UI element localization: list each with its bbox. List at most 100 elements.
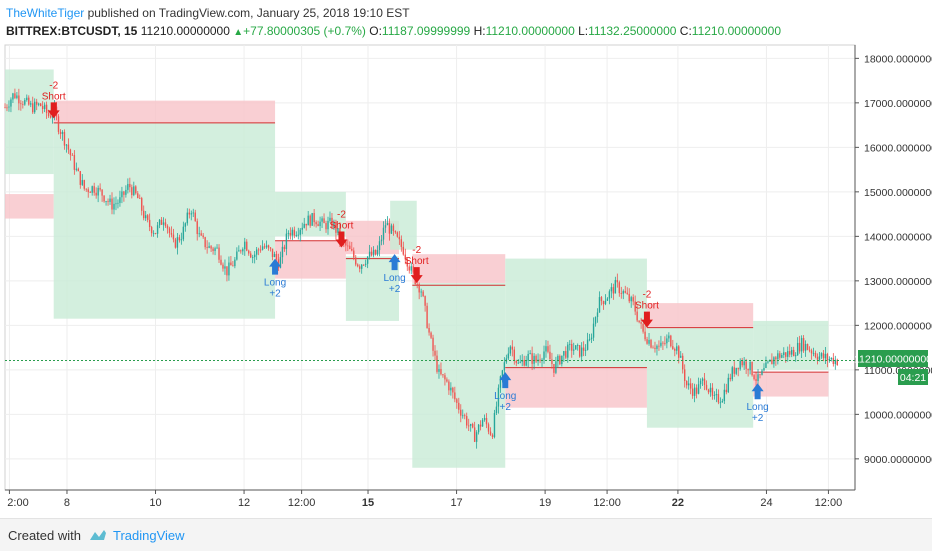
- candle-body: [184, 223, 187, 227]
- candle-body: [244, 241, 246, 250]
- candle-body: [103, 195, 105, 202]
- candle-body: [287, 232, 290, 234]
- candle-body: [263, 246, 266, 248]
- candle-body: [656, 345, 658, 349]
- long-arrow-icon: [269, 258, 282, 275]
- signal-short-qty: -2: [337, 209, 346, 220]
- candle-body: [781, 355, 783, 358]
- candle-body: [355, 257, 357, 265]
- candle-body: [41, 106, 44, 109]
- candle-body: [65, 144, 68, 146]
- candle-body: [200, 233, 202, 236]
- candle-body: [81, 180, 83, 185]
- price-chart[interactable]: -2ShortLong+2-2ShortLong+2-2ShortLong+2-…: [0, 0, 932, 518]
- candle-body: [390, 225, 393, 234]
- candle-body: [4, 107, 6, 109]
- candle-body: [63, 131, 66, 146]
- candle-body: [757, 374, 759, 381]
- candle-body: [127, 183, 129, 190]
- candle-body: [640, 322, 642, 324]
- candle-body: [440, 369, 442, 375]
- candle-body: [462, 415, 464, 417]
- signal-short-qty: -2: [49, 80, 58, 91]
- candle-body: [319, 221, 321, 227]
- candle-body: [632, 297, 634, 302]
- candle-body: [652, 347, 654, 349]
- candle-body: [156, 225, 159, 234]
- candle-body: [146, 215, 149, 220]
- candle-body: [345, 241, 347, 246]
- candle-body: [202, 235, 204, 238]
- countdown-box: [898, 369, 928, 385]
- candle-body: [406, 259, 408, 267]
- candle-body: [178, 237, 181, 241]
- footer-brand-link[interactable]: TradingView: [112, 527, 185, 543]
- candle-body: [438, 369, 440, 372]
- candle-body: [705, 384, 708, 390]
- candle-body: [210, 246, 212, 249]
- ohlc-line: BITTREX:BTCUSDT, 15 11210.00000000 ▲+77.…: [6, 23, 932, 39]
- tradingview-logo-icon[interactable]: [89, 529, 107, 541]
- signal-long-label: Long: [746, 402, 768, 413]
- candle-body: [212, 248, 214, 251]
- candle-body: [491, 434, 494, 438]
- candle-body: [250, 253, 252, 258]
- candle-body: [295, 235, 298, 236]
- candle-body: [469, 424, 472, 426]
- candle-body: [612, 287, 615, 294]
- candle-body: [650, 339, 652, 348]
- candle-body: [109, 198, 111, 202]
- candle-body: [483, 417, 486, 421]
- long-zone: [412, 283, 506, 468]
- candle-body: [569, 343, 571, 345]
- candle-body: [267, 245, 270, 248]
- author-link[interactable]: TheWhiteTiger: [6, 6, 85, 20]
- signals: -2ShortLong+2-2ShortLong+2-2ShortLong+2-…: [42, 80, 769, 424]
- candle-body: [812, 352, 815, 354]
- candle-body: [180, 239, 183, 241]
- candle-body: [610, 287, 613, 292]
- candle-body: [664, 343, 666, 344]
- candle-body: [359, 266, 361, 269]
- candle-body: [454, 392, 456, 400]
- candle-body: [713, 395, 716, 396]
- candle-body: [69, 149, 72, 155]
- candle-body: [301, 227, 303, 230]
- candle-body: [660, 342, 662, 346]
- y-axis[interactable]: [855, 45, 932, 490]
- candle-body: [571, 343, 573, 351]
- y-tick-label: 15000.00000000: [864, 187, 932, 199]
- candle-body: [561, 355, 563, 365]
- x-axis-ticks[interactable]: 2:00 8 10 12 12:00 15 17 19 12:00 22 24 12:00: [7, 490, 842, 509]
- candle-body: [269, 247, 272, 249]
- signal-long-label: Long: [494, 391, 516, 402]
- candle-body: [392, 225, 395, 232]
- candle-body: [539, 359, 541, 361]
- candle-body: [729, 377, 731, 380]
- candle-body: [384, 225, 387, 228]
- y-tick-label: 17000.00000000: [864, 98, 932, 110]
- candle-body: [646, 339, 648, 344]
- candle-body: [507, 353, 510, 359]
- candle-body: [531, 353, 533, 364]
- candle-body: [436, 355, 438, 372]
- candle-body: [224, 266, 226, 269]
- candle-body: [289, 232, 292, 236]
- candle-body: [824, 353, 827, 359]
- candle-body: [232, 265, 234, 267]
- candle-body: [148, 219, 151, 228]
- candle-body: [206, 247, 208, 248]
- candle-body: [644, 331, 646, 340]
- signal-short-label: Short: [635, 301, 659, 312]
- candle-body: [727, 377, 730, 393]
- candle-body: [755, 379, 757, 381]
- candle-body: [580, 347, 583, 357]
- price-label-value: 11210.00000000: [854, 354, 932, 366]
- candle-body: [448, 381, 450, 391]
- candle-body: [321, 218, 323, 222]
- symbol-label[interactable]: BITTREX:BTCUSDT, 15: [6, 24, 138, 38]
- candle-body: [410, 266, 412, 271]
- candle-body: [759, 374, 761, 376]
- candle-body: [511, 346, 514, 350]
- candle-body: [353, 250, 355, 258]
